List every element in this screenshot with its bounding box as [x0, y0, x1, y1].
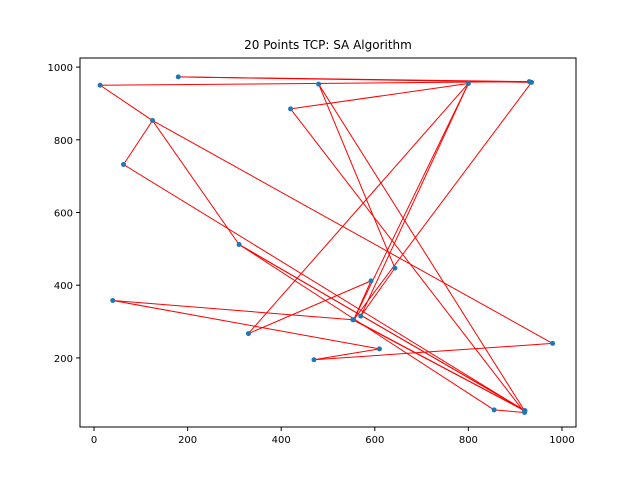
- tour-segment: [313, 348, 380, 361]
- x-tick-label: 800: [459, 435, 478, 446]
- tour-segment: [290, 108, 525, 413]
- city-point: [150, 118, 156, 124]
- tour-segment: [238, 244, 526, 412]
- y-axis: 200 400 600 800 1000: [48, 63, 80, 365]
- city-point: [550, 340, 556, 346]
- y-tick-label: 200: [54, 354, 73, 365]
- city-point: [236, 241, 242, 247]
- tour-segment: [494, 409, 525, 413]
- city-point: [311, 357, 317, 363]
- x-tick-label: 200: [178, 435, 197, 446]
- city-point: [376, 346, 382, 352]
- city-point: [392, 265, 398, 271]
- x-tick-label: 600: [365, 435, 384, 446]
- tour-segment: [99, 84, 153, 121]
- tour-segment: [353, 82, 532, 321]
- city-point: [522, 408, 528, 414]
- x-axis: 0 200 400 600 800 1000: [91, 427, 575, 446]
- x-tick-label: 0: [91, 435, 97, 446]
- tour-segment: [152, 120, 553, 344]
- city-markers: [97, 74, 556, 415]
- city-point: [245, 331, 251, 337]
- y-tick-label: 600: [54, 209, 73, 220]
- tour-segment: [318, 83, 396, 269]
- city-point: [491, 407, 497, 413]
- plot-frame: [79, 57, 577, 428]
- city-point: [465, 80, 471, 86]
- city-point: [121, 162, 127, 168]
- y-tick-label: 800: [54, 136, 73, 147]
- tour-segment: [123, 120, 153, 165]
- tour-segment: [360, 83, 469, 317]
- city-point: [368, 278, 374, 284]
- x-tick-label: 400: [272, 435, 291, 446]
- tour-lines: [99, 76, 553, 413]
- tour-segment: [178, 76, 530, 83]
- city-point: [97, 82, 103, 88]
- tour-segment: [248, 83, 469, 334]
- tour-segment: [248, 280, 372, 335]
- tour-segment: [290, 82, 469, 110]
- city-point: [526, 79, 532, 85]
- city-point: [316, 81, 322, 87]
- tour-segment: [152, 120, 240, 245]
- tour-segment: [100, 81, 530, 86]
- tour-segment: [352, 319, 525, 412]
- tour-segment: [360, 267, 396, 317]
- tour-segment: [112, 299, 380, 350]
- city-point: [350, 317, 356, 323]
- tour-segment: [112, 299, 353, 321]
- city-point: [175, 74, 181, 80]
- y-tick-label: 1000: [48, 63, 73, 74]
- city-point: [110, 297, 116, 303]
- tour-segment: [123, 164, 525, 412]
- city-point: [358, 313, 364, 319]
- tour-segment: [313, 342, 553, 361]
- y-tick-label: 400: [54, 281, 73, 292]
- chart-title: 20 Points TCP: SA Algorithm: [244, 38, 412, 52]
- x-tick-label: 1000: [549, 435, 574, 446]
- city-point: [288, 106, 294, 112]
- tour-segment: [318, 83, 525, 411]
